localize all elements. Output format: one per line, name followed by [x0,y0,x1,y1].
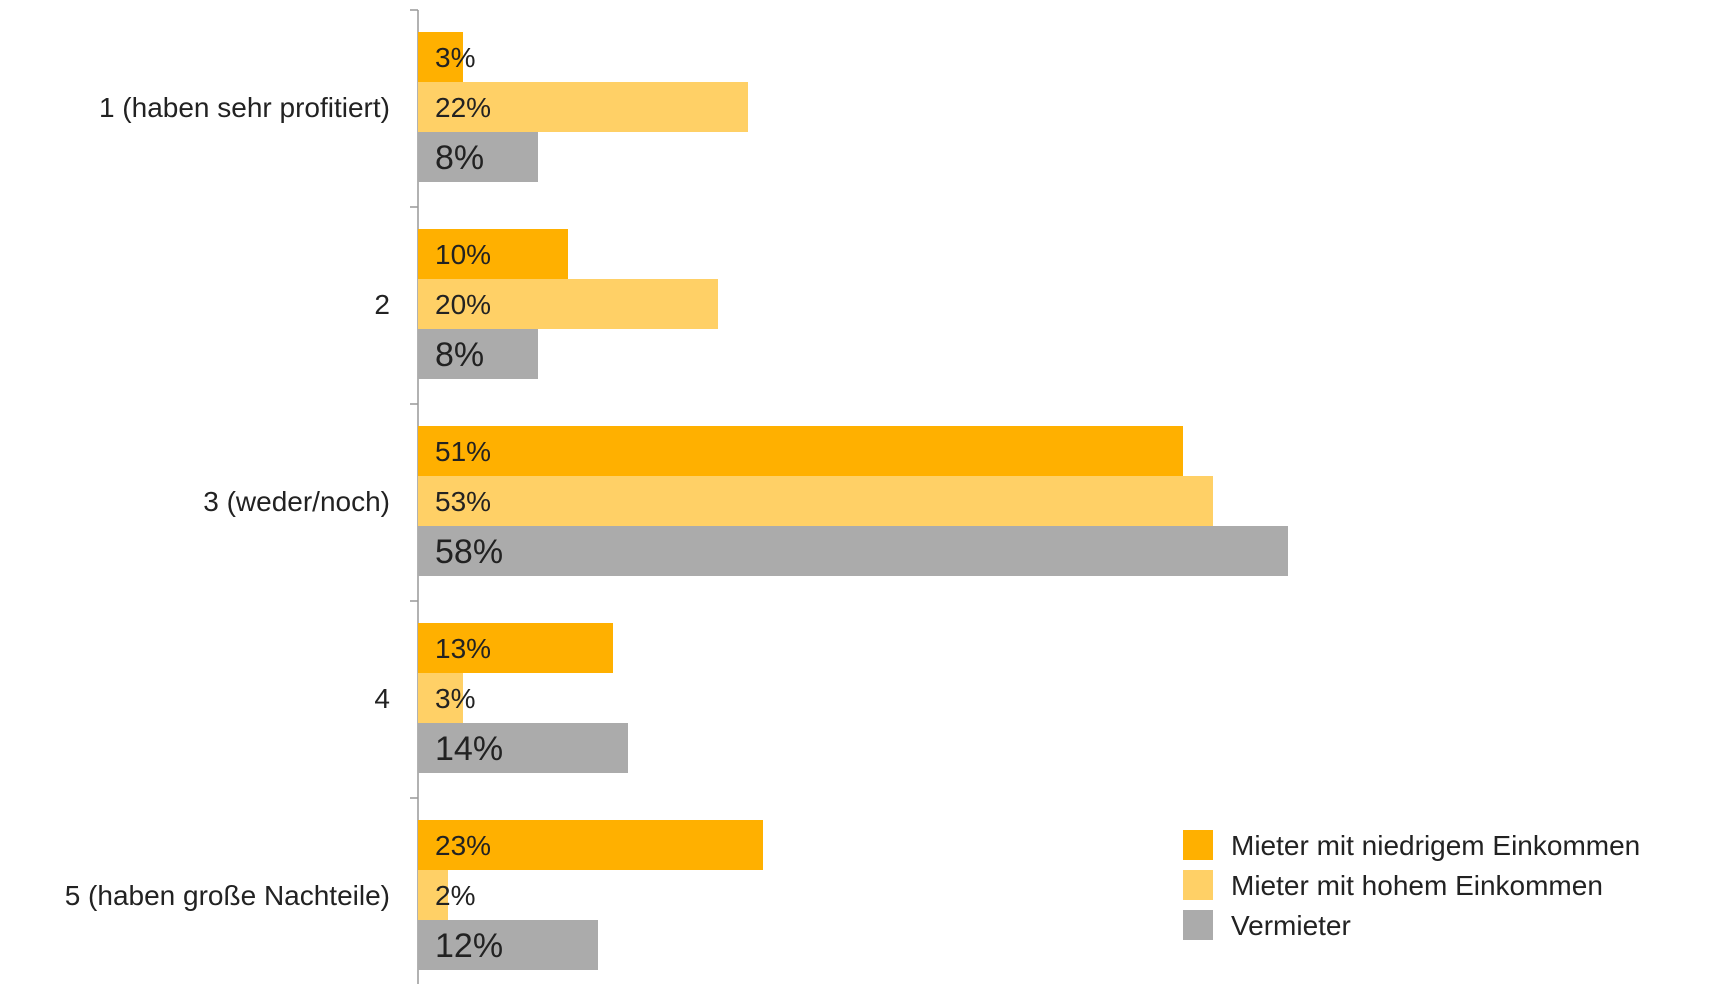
category-labels: 1 (haben sehr profitiert) 2 3 (weder/noch)… [65,92,390,911]
category-label: 4 [374,683,390,714]
legend-label: Mieter mit niedrigem Einkommen [1231,830,1640,861]
data-label: 51% [435,436,491,467]
axis-layer [410,9,419,984]
bar [418,820,763,870]
bar [418,526,1288,576]
bar [418,426,1183,476]
data-label: 10% [435,239,491,270]
bar [418,870,448,920]
data-label: 3% [435,42,475,73]
bar [418,673,463,723]
data-label: 53% [435,486,491,517]
legend-label: Mieter mit hohem Einkommen [1231,870,1603,901]
bar [418,329,538,379]
bar [418,32,463,82]
data-label: 58% [435,533,503,571]
data-label: 22% [435,92,491,123]
data-label: 23% [435,830,491,861]
data-label: 2% [435,880,475,911]
data-label: 12% [435,927,503,965]
category-label: 3 (weder/noch) [203,486,390,517]
category-label: 2 [374,289,390,320]
data-label: 13% [435,633,491,664]
bar [418,82,748,132]
bar [418,279,718,329]
bar [418,623,613,673]
legend-swatch [1183,830,1213,860]
bars-layer: 3% 22% 8% 10% 20% 8% 51% 53% 58% 13% 3% 14% 23% 2% 12% [418,32,1288,970]
bar [418,132,538,182]
bar [418,229,568,279]
bar [418,476,1213,526]
bar [418,723,628,773]
data-label: 8% [435,336,484,374]
legend-swatch [1183,910,1213,940]
data-label: 20% [435,289,491,320]
data-label: 8% [435,139,484,177]
bar [418,920,598,970]
category-label: 1 (haben sehr profitiert) [99,92,390,123]
category-label: 5 (haben große Nachteile) [65,880,390,911]
legend: Mieter mit niedrigem Einkommen Mieter mit… [1183,830,1640,941]
data-label: 3% [435,683,475,714]
legend-swatch [1183,870,1213,900]
legend-label: Vermieter [1231,910,1351,941]
data-label: 14% [435,730,503,768]
